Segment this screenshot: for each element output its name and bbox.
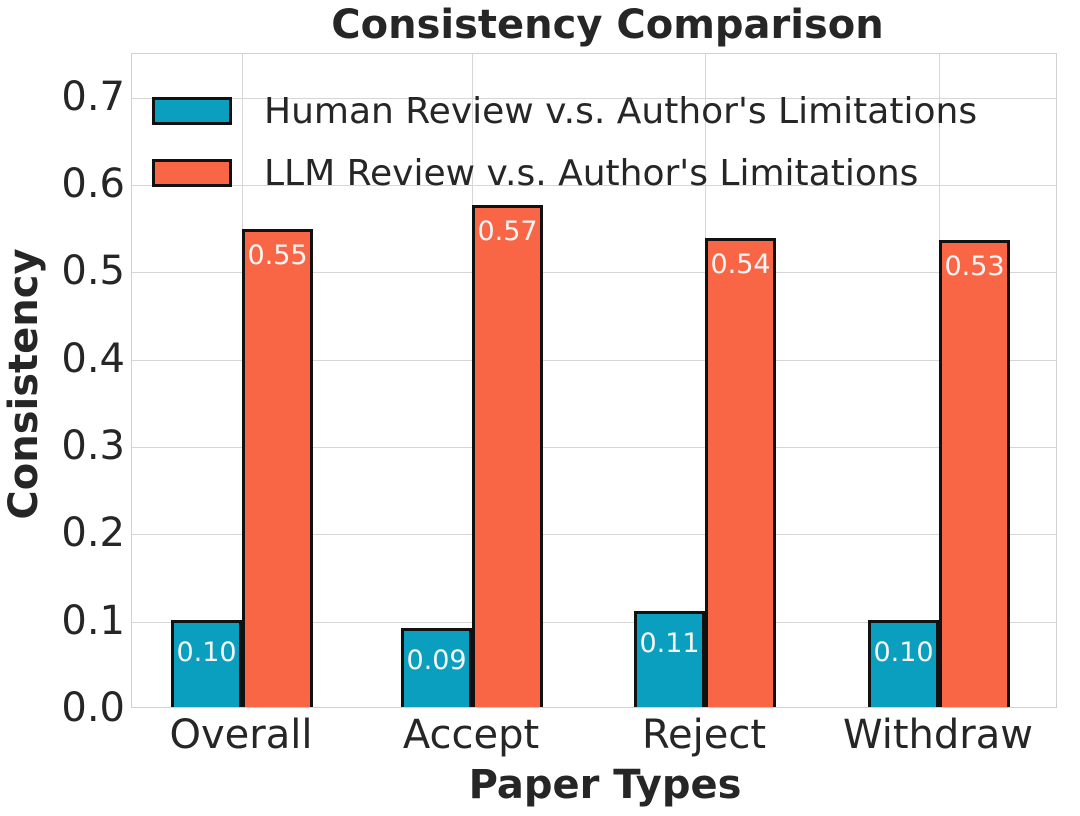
legend-label-llm: LLM Review v.s. Author's Limitations bbox=[264, 152, 919, 194]
bar-llm-accept: 0.57 bbox=[472, 204, 543, 707]
chart-title: Consistency Comparison bbox=[331, 2, 884, 48]
bar-human-overall: 0.10 bbox=[171, 619, 242, 707]
bar-human-accept: 0.09 bbox=[401, 628, 472, 707]
bar-human-withdraw: 0.10 bbox=[868, 619, 939, 707]
bar-human-reject: 0.11 bbox=[634, 610, 705, 707]
x-tick-label-reject: Reject bbox=[641, 712, 767, 758]
legend-item-human: Human Review v.s. Author's Limitations bbox=[152, 80, 977, 142]
gridline-horizontal bbox=[132, 97, 1056, 99]
x-tick-label-overall: Overall bbox=[169, 712, 313, 758]
x-tick-label-accept: Accept bbox=[402, 712, 540, 758]
bar-value-label: 0.54 bbox=[710, 249, 771, 281]
y-tick-label: 0.5 bbox=[61, 248, 125, 295]
legend-item-llm: LLM Review v.s. Author's Limitations bbox=[152, 142, 977, 204]
y-tick-label: 0.7 bbox=[61, 73, 125, 120]
gridline-horizontal bbox=[132, 621, 1056, 623]
bar-llm-overall: 0.55 bbox=[242, 229, 313, 707]
bar-llm-reject: 0.54 bbox=[705, 238, 776, 707]
y-axis-label: Consistency bbox=[1, 248, 47, 520]
y-tick-label: 0.0 bbox=[61, 685, 125, 731]
gridline-horizontal bbox=[132, 185, 1056, 186]
bar-value-label: 0.09 bbox=[406, 645, 467, 677]
y-tick-label: 0.4 bbox=[61, 335, 125, 382]
bar-llm-withdraw: 0.53 bbox=[939, 239, 1010, 707]
bar-value-label: 0.10 bbox=[873, 636, 934, 668]
y-tick-label: 0.1 bbox=[61, 597, 125, 644]
bar-value-label: 0.53 bbox=[944, 250, 1005, 282]
plot-area: 0.10 0.55 0.09 0.57 0.11 0.54 0.10 0.53 bbox=[131, 53, 1057, 708]
bar-value-label: 0.57 bbox=[477, 215, 538, 247]
legend-swatch-human bbox=[152, 97, 232, 125]
legend-label-human: Human Review v.s. Author's Limitations bbox=[264, 90, 978, 132]
legend-swatch-llm bbox=[152, 159, 232, 187]
y-tick-label: 0.6 bbox=[61, 161, 125, 207]
x-tick-label-withdraw: Withdraw bbox=[843, 712, 1033, 758]
x-axis-label: Paper Types bbox=[468, 762, 742, 808]
bar-value-label: 0.55 bbox=[247, 240, 308, 272]
gridline-horizontal bbox=[132, 272, 1056, 274]
gridline-horizontal bbox=[132, 359, 1056, 361]
y-tick-label: 0.3 bbox=[61, 423, 125, 469]
bar-value-label: 0.11 bbox=[639, 627, 700, 659]
gridline-horizontal bbox=[132, 534, 1056, 536]
legend: Human Review v.s. Author's Limitations L… bbox=[152, 80, 977, 204]
y-tick-label: 0.2 bbox=[61, 510, 125, 557]
gridline-horizontal bbox=[132, 447, 1056, 448]
bar-value-label: 0.10 bbox=[176, 636, 237, 668]
